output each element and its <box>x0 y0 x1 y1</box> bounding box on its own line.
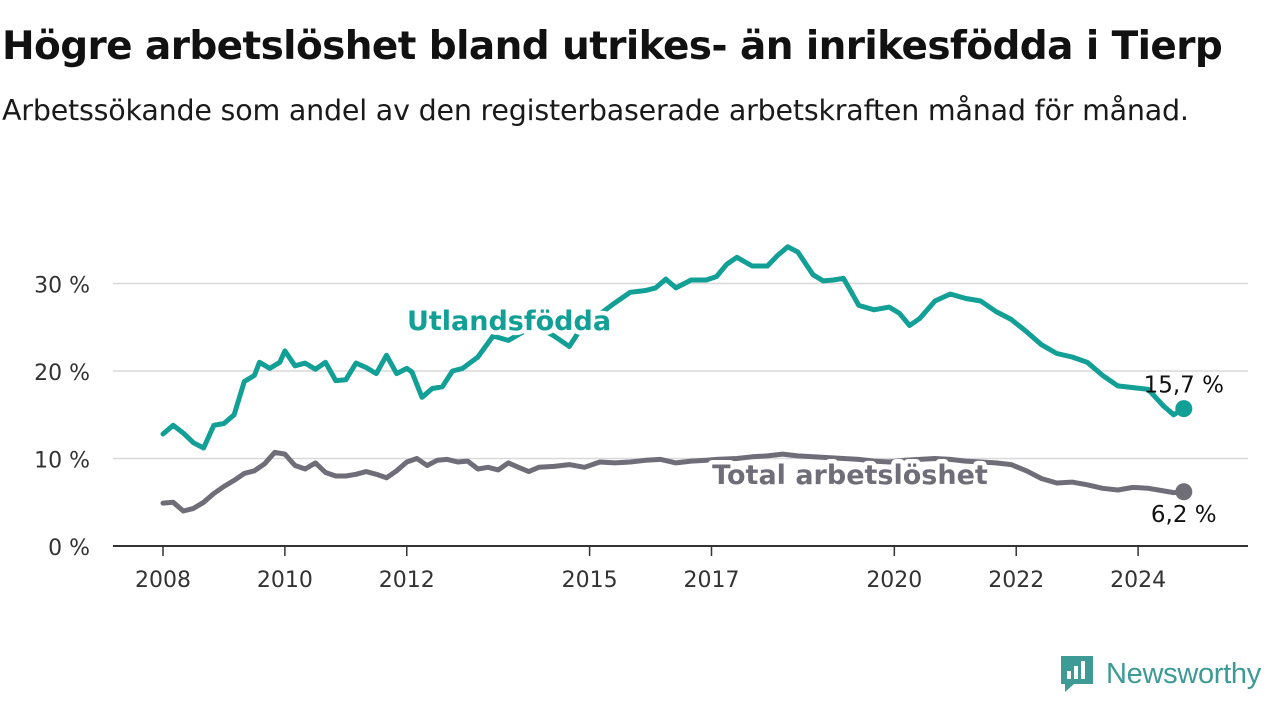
end-value-label: 6,2 % <box>1151 502 1217 528</box>
newsworthy-logo[interactable]: Newsworthy <box>1058 654 1261 694</box>
line-chart: 0 % 10 % 20 % 30 % 2008 2010 2012 2015 2017 2020 2… <box>34 244 1248 593</box>
x-tick-label: 2024 <box>1110 568 1166 593</box>
logo-text: Newsworthy <box>1106 657 1261 690</box>
series-end-point <box>1175 483 1193 501</box>
x-tick-label: 2017 <box>683 568 739 593</box>
series-line-total <box>160 449 1187 514</box>
series-label-halo: Total arbetslöshet <box>712 460 988 491</box>
series-line-utlandsfodda <box>160 244 1187 451</box>
x-tick-label: 2020 <box>866 568 922 593</box>
y-tick-label: 30 % <box>34 274 90 299</box>
newsworthy-logo-icon <box>1061 656 1093 692</box>
end-value-label: 15,7 % <box>1144 373 1224 399</box>
x-tick-label: 2015 <box>562 568 618 593</box>
x-tick-label: 2008 <box>135 568 191 593</box>
x-tick-label: 2010 <box>257 568 313 593</box>
chart-title: Högre arbetslöshet bland utrikes- än inr… <box>2 24 1223 69</box>
series-end-point <box>1175 400 1193 418</box>
axes: 0 % 10 % 20 % 30 % 2008 2010 2012 2015 2017 2020 2… <box>34 274 1248 593</box>
series-name-label: Utlandsfödda <box>407 306 611 337</box>
y-tick-label: 10 % <box>34 449 90 474</box>
chart-subtitle: Arbetssökande som andel av den registerb… <box>2 94 1189 127</box>
series-label-halo: Utlandsfödda <box>407 306 611 337</box>
series-name-label: Total arbetslöshet <box>712 460 988 491</box>
y-tick-label: 20 % <box>34 361 90 386</box>
x-tick-label: 2022 <box>988 568 1044 593</box>
x-tick-label: 2012 <box>379 568 435 593</box>
gridlines <box>113 282 1248 460</box>
y-tick-label: 0 % <box>48 536 90 561</box>
series-lines <box>160 244 1193 514</box>
